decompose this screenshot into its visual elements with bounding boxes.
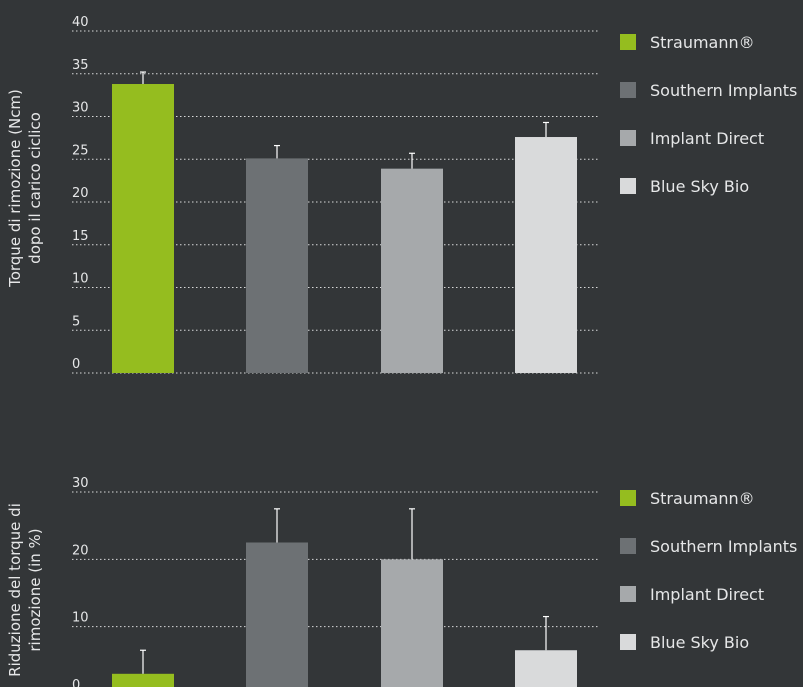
y-tick-label: 0 [72, 357, 80, 372]
y-axis-label: rimozione (in %) [26, 528, 44, 651]
y-tick-label: 40 [72, 15, 89, 30]
legend-label: Blue Sky Bio [650, 632, 750, 652]
legend-item: Straumann® [620, 18, 797, 66]
legend-label: Straumann® [650, 488, 755, 508]
bar-implant-direct [381, 168, 443, 373]
legend-torque-reduction: Straumann® Southern Implants Implant Direc… [620, 474, 797, 666]
legend-swatch [620, 586, 636, 602]
legend-item: Implant Direct [620, 570, 797, 618]
legend-item: Implant Direct [620, 114, 797, 162]
legend-item: Blue Sky Bio [620, 618, 797, 666]
y-tick-label: 30 [72, 101, 89, 116]
legend-swatch [620, 34, 636, 50]
bar-southern-implants [246, 542, 308, 687]
legend-swatch [620, 82, 636, 98]
y-axis-label: Torque di rimozione (Ncm) [6, 89, 24, 288]
y-tick-label: 20 [72, 186, 89, 201]
chart-torque-reduction: 0 10 20 30 Riduzione del torque di rimozione … [6, 476, 598, 687]
y-tick-label: 25 [72, 143, 89, 158]
legend-label: Southern Implants [650, 80, 798, 100]
y-tick-label: 10 [72, 272, 89, 287]
bar-implant-direct [381, 559, 443, 687]
y-tick-label: 20 [72, 543, 89, 558]
legend-swatch [620, 178, 636, 194]
legend-label: Implant Direct [650, 584, 765, 604]
legend-item: Straumann® [620, 474, 797, 522]
y-tick-label: 0 [72, 678, 80, 687]
bar-straumann [112, 84, 174, 373]
legend-label: Implant Direct [650, 128, 765, 148]
y-tick-label: 30 [72, 476, 89, 491]
legend-swatch [620, 490, 636, 506]
legend-swatch [620, 130, 636, 146]
legend-removal-torque: Straumann® Southern Implants Implant Direc… [620, 18, 797, 210]
y-axis-label: Riduzione del torque di [6, 503, 24, 677]
legend-item: Southern Implants [620, 66, 797, 114]
legend-item: Blue Sky Bio [620, 162, 797, 210]
legend-label: Straumann® [650, 32, 755, 52]
legend-item: Southern Implants [620, 522, 797, 570]
legend-swatch [620, 634, 636, 650]
bar-blue-sky-bio [515, 650, 577, 687]
y-tick-label: 10 [72, 611, 89, 626]
legend-label: Blue Sky Bio [650, 176, 750, 196]
y-tick-label: 35 [72, 58, 89, 73]
chart-removal-torque: 0 5 10 15 20 25 30 35 40 Torque di rimozione (Ncm… [6, 15, 598, 374]
y-axis-label: dopo il carico ciclico [26, 112, 44, 264]
legend-swatch [620, 538, 636, 554]
bar-straumann [112, 673, 174, 687]
legend-label: Southern Implants [650, 536, 798, 556]
y-tick-label: 15 [72, 229, 89, 244]
y-tick-label: 5 [72, 314, 80, 329]
bar-southern-implants [246, 158, 308, 373]
bar-blue-sky-bio [515, 137, 577, 373]
